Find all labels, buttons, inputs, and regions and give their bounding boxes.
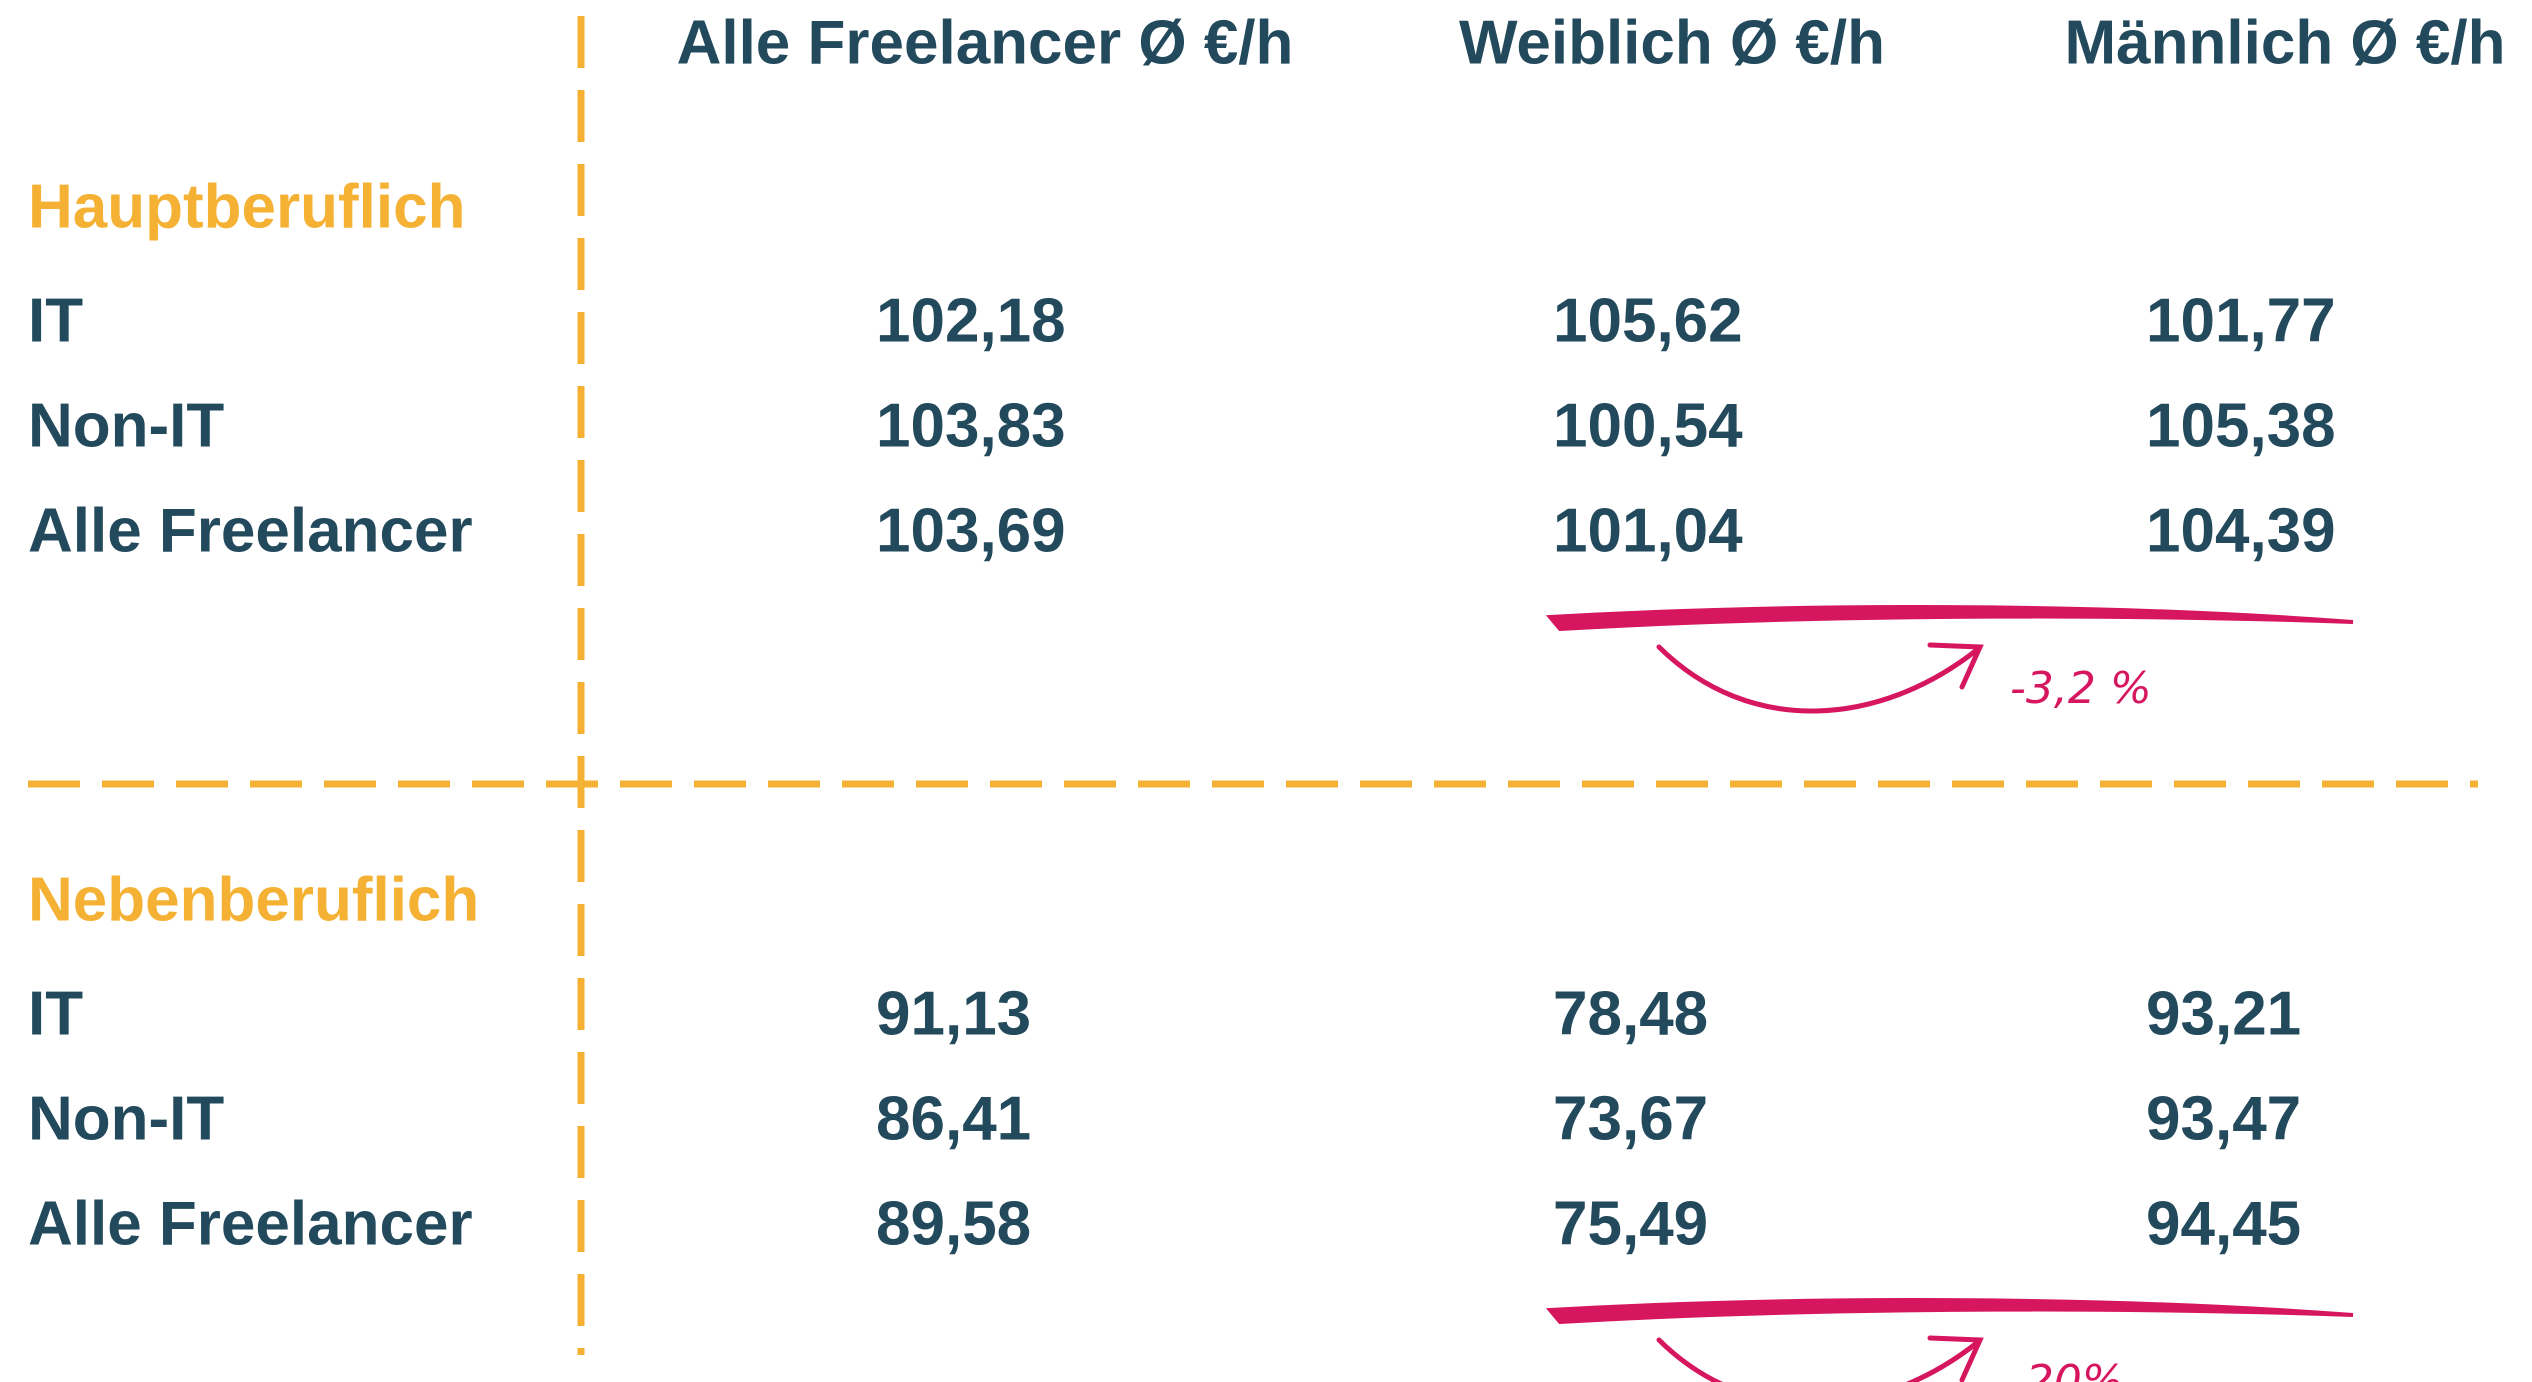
underline-stroke (1545, 1298, 2354, 1325)
cell-value: 73,67 (1553, 1084, 1708, 1153)
cell-value: 86,41 (876, 1084, 1031, 1153)
column-header: Männlich Ø €/h (2065, 8, 2506, 77)
cell-value: 103,83 (876, 391, 1066, 460)
annotation: -3,2 % (2010, 663, 2152, 714)
column-header: Weiblich Ø €/h (1459, 8, 1885, 77)
row-label: Alle Freelancer (28, 496, 473, 565)
cell-value: 101,04 (1553, 496, 1743, 565)
cell-value: 93,21 (2146, 979, 2301, 1048)
cell-value: 103,69 (876, 496, 1066, 565)
cell-value: 78,48 (1553, 979, 1708, 1048)
cell-value: 105,38 (2146, 391, 2336, 460)
row-label: Non-IT (28, 391, 224, 460)
cell-value: 75,49 (1553, 1189, 1708, 1258)
arrow (1656, 642, 1984, 714)
column-header: Alle Freelancer Ø €/h (677, 8, 1294, 77)
cell-value: 100,54 (1553, 391, 1743, 460)
section-title: Hauptberuflich (28, 172, 465, 241)
arrow (1656, 1335, 1984, 1382)
section-title: Nebenberuflich (28, 865, 479, 934)
row-label: IT (28, 979, 83, 1048)
cell-value: 101,77 (2146, 286, 2336, 355)
cell-value: 94,45 (2146, 1189, 2301, 1258)
cell-value: 104,39 (2146, 496, 2336, 565)
cell-value: 89,58 (876, 1189, 1031, 1258)
annotation: -20% (2010, 1356, 2124, 1382)
cell-value: 102,18 (876, 286, 1066, 355)
cell-value: 105,62 (1553, 286, 1743, 355)
row-label: Alle Freelancer (28, 1189, 473, 1258)
cell-value: 93,47 (2146, 1084, 2301, 1153)
cell-value: 91,13 (876, 979, 1031, 1048)
underline-stroke (1545, 605, 2354, 632)
row-label: IT (28, 286, 83, 355)
row-label: Non-IT (28, 1084, 224, 1153)
